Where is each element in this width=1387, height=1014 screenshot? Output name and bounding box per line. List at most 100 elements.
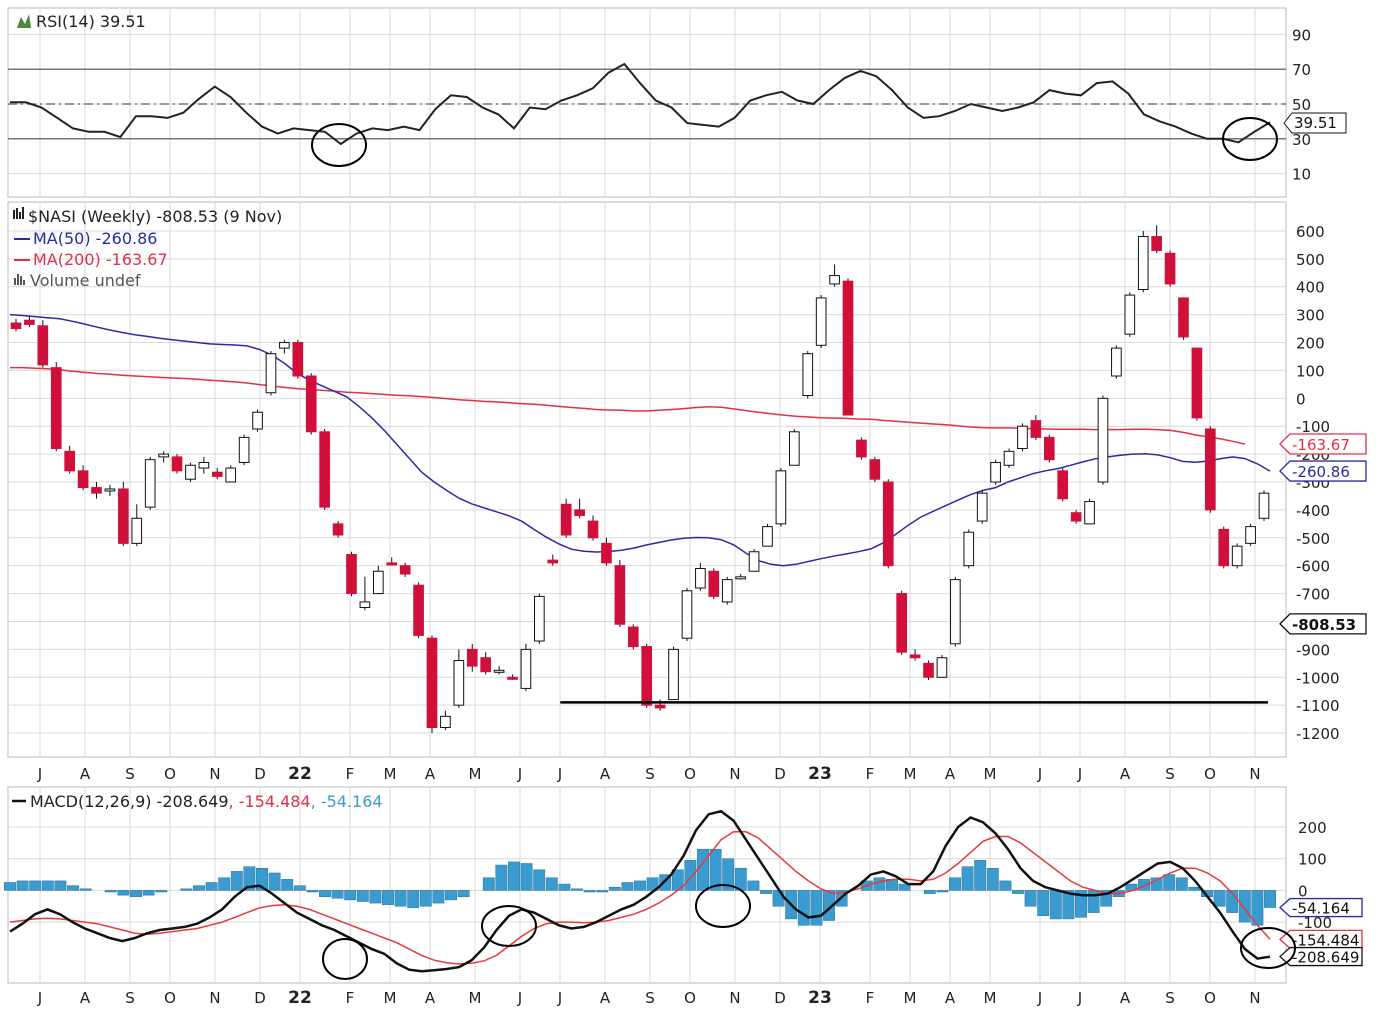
macd-histogram-bar [545, 877, 558, 891]
x-year-label: 22 [288, 764, 312, 784]
candle-body [534, 595, 545, 642]
candle-body [265, 353, 277, 394]
candle-body [1218, 528, 1230, 567]
x-month-label: A [80, 765, 91, 783]
rsi-reference-lines [8, 68, 1286, 140]
candle-body [413, 584, 424, 636]
price-tick-label: 0 [1296, 390, 1306, 408]
candle-body [762, 526, 773, 547]
x-month-label: F [346, 989, 355, 1007]
macd-histogram-bar [949, 877, 961, 891]
price-y-ticks: 6005004003002001000-100-200-300-400-500-… [1296, 223, 1340, 743]
candle-body [211, 471, 223, 477]
ma200-legend-label: MA(200) -163.67 [33, 250, 168, 269]
macd-histogram-bar [142, 890, 155, 896]
candle-body [359, 601, 371, 609]
macd-histogram-bar [54, 880, 67, 891]
candle-body [560, 503, 572, 536]
candle-body [386, 562, 398, 566]
x-month-label: J [557, 989, 562, 1007]
macd-line [9, 809, 1271, 973]
candle-body [1003, 450, 1015, 466]
x-month-label: A [600, 989, 611, 1007]
candle-body [292, 342, 304, 377]
candle-body [802, 353, 814, 397]
rsi-tick-label: 10 [1292, 166, 1311, 184]
candle-body [279, 342, 290, 349]
macd-histogram-bar [1213, 890, 1226, 907]
candle-body [990, 461, 1001, 483]
x-month-label: J [37, 989, 42, 1007]
candle-body [1258, 492, 1270, 519]
x-month-label: N [1249, 765, 1260, 783]
macd-histogram-bar [571, 888, 583, 891]
macd-histogram-bar [306, 890, 319, 893]
macd-histogram-bar [898, 883, 911, 891]
macd-label-signal: , -154.484 [229, 792, 311, 811]
candle-body [426, 637, 438, 728]
macd-histogram-bar [130, 890, 142, 898]
x-month-label: M [984, 989, 997, 1007]
candle-body [104, 488, 116, 492]
macd-histogram-bar [1012, 890, 1024, 894]
x-month-label: J [517, 765, 522, 783]
macd-histogram-bar [747, 880, 760, 891]
candle-body [225, 467, 237, 483]
candle-body [748, 551, 760, 572]
macd-value-tag-box [1279, 929, 1363, 950]
candle-body [144, 459, 156, 508]
x-month-label: S [1165, 765, 1175, 783]
macd-histogram-bar [281, 879, 294, 891]
macd-histogram-bar [193, 885, 205, 891]
candle-body [856, 439, 867, 458]
macd-histogram-bar [495, 864, 508, 891]
x-month-label: O [164, 989, 176, 1007]
macd-histogram-bar [16, 880, 29, 891]
candle-body [788, 431, 800, 466]
candle-body [614, 565, 626, 625]
x-month-label: D [254, 989, 266, 1007]
candle-body [1017, 425, 1028, 450]
price-frame [7, 201, 1287, 758]
candle-body [775, 470, 787, 525]
x-month-label: F [346, 765, 355, 783]
macd-histogram-bar [457, 890, 470, 898]
price-legend: $NASI (Weekly) -808.53 (9 Nov) MA(50) -2… [13, 207, 282, 290]
candle-body [1245, 526, 1256, 544]
macd-histogram-bar [722, 858, 735, 891]
macd-histogram-bar [180, 888, 193, 891]
macd-histogram-bar [634, 880, 646, 891]
macd-histogram-bar [407, 890, 420, 909]
macd-histogram-bar [67, 885, 79, 891]
rsi-value-tag-text: 39.51 [1294, 114, 1337, 132]
x-month-label: D [774, 989, 786, 1007]
price-value-tag-text: -808.53 [1292, 616, 1356, 634]
candle-body [440, 715, 451, 728]
candle-body [493, 669, 505, 673]
macd-marker-circle-4 [1240, 927, 1296, 969]
candle-body [1191, 347, 1203, 419]
macd-histogram-bar [29, 880, 42, 891]
price-tick-label: -1200 [1296, 725, 1340, 743]
price-tick-label: -700 [1296, 586, 1330, 604]
macd-histogram-bar [961, 866, 974, 891]
x-month-label: N [1249, 989, 1260, 1007]
x-month-label: M [469, 989, 482, 1007]
candle-body [64, 450, 76, 472]
x-month-label: F [866, 765, 875, 783]
price-tick-label: -1000 [1296, 669, 1340, 687]
x-month-label: O [684, 765, 696, 783]
x-month-label: M [984, 765, 997, 783]
price-tick-label: -400 [1296, 502, 1330, 520]
candle-body [923, 662, 934, 678]
x-month-label: N [209, 989, 220, 1007]
macd-histogram-bar [772, 890, 785, 907]
rsi-tick-label: 50 [1292, 96, 1311, 114]
macd-histogram-bar [709, 848, 722, 891]
macd-histogram-bar [986, 867, 999, 891]
macd-histogram-bar [268, 872, 281, 891]
macd-tick-label: 100 [1298, 851, 1327, 869]
x-month-label: N [209, 765, 220, 783]
x-month-label: O [164, 765, 176, 783]
x-month-label: S [645, 989, 655, 1007]
